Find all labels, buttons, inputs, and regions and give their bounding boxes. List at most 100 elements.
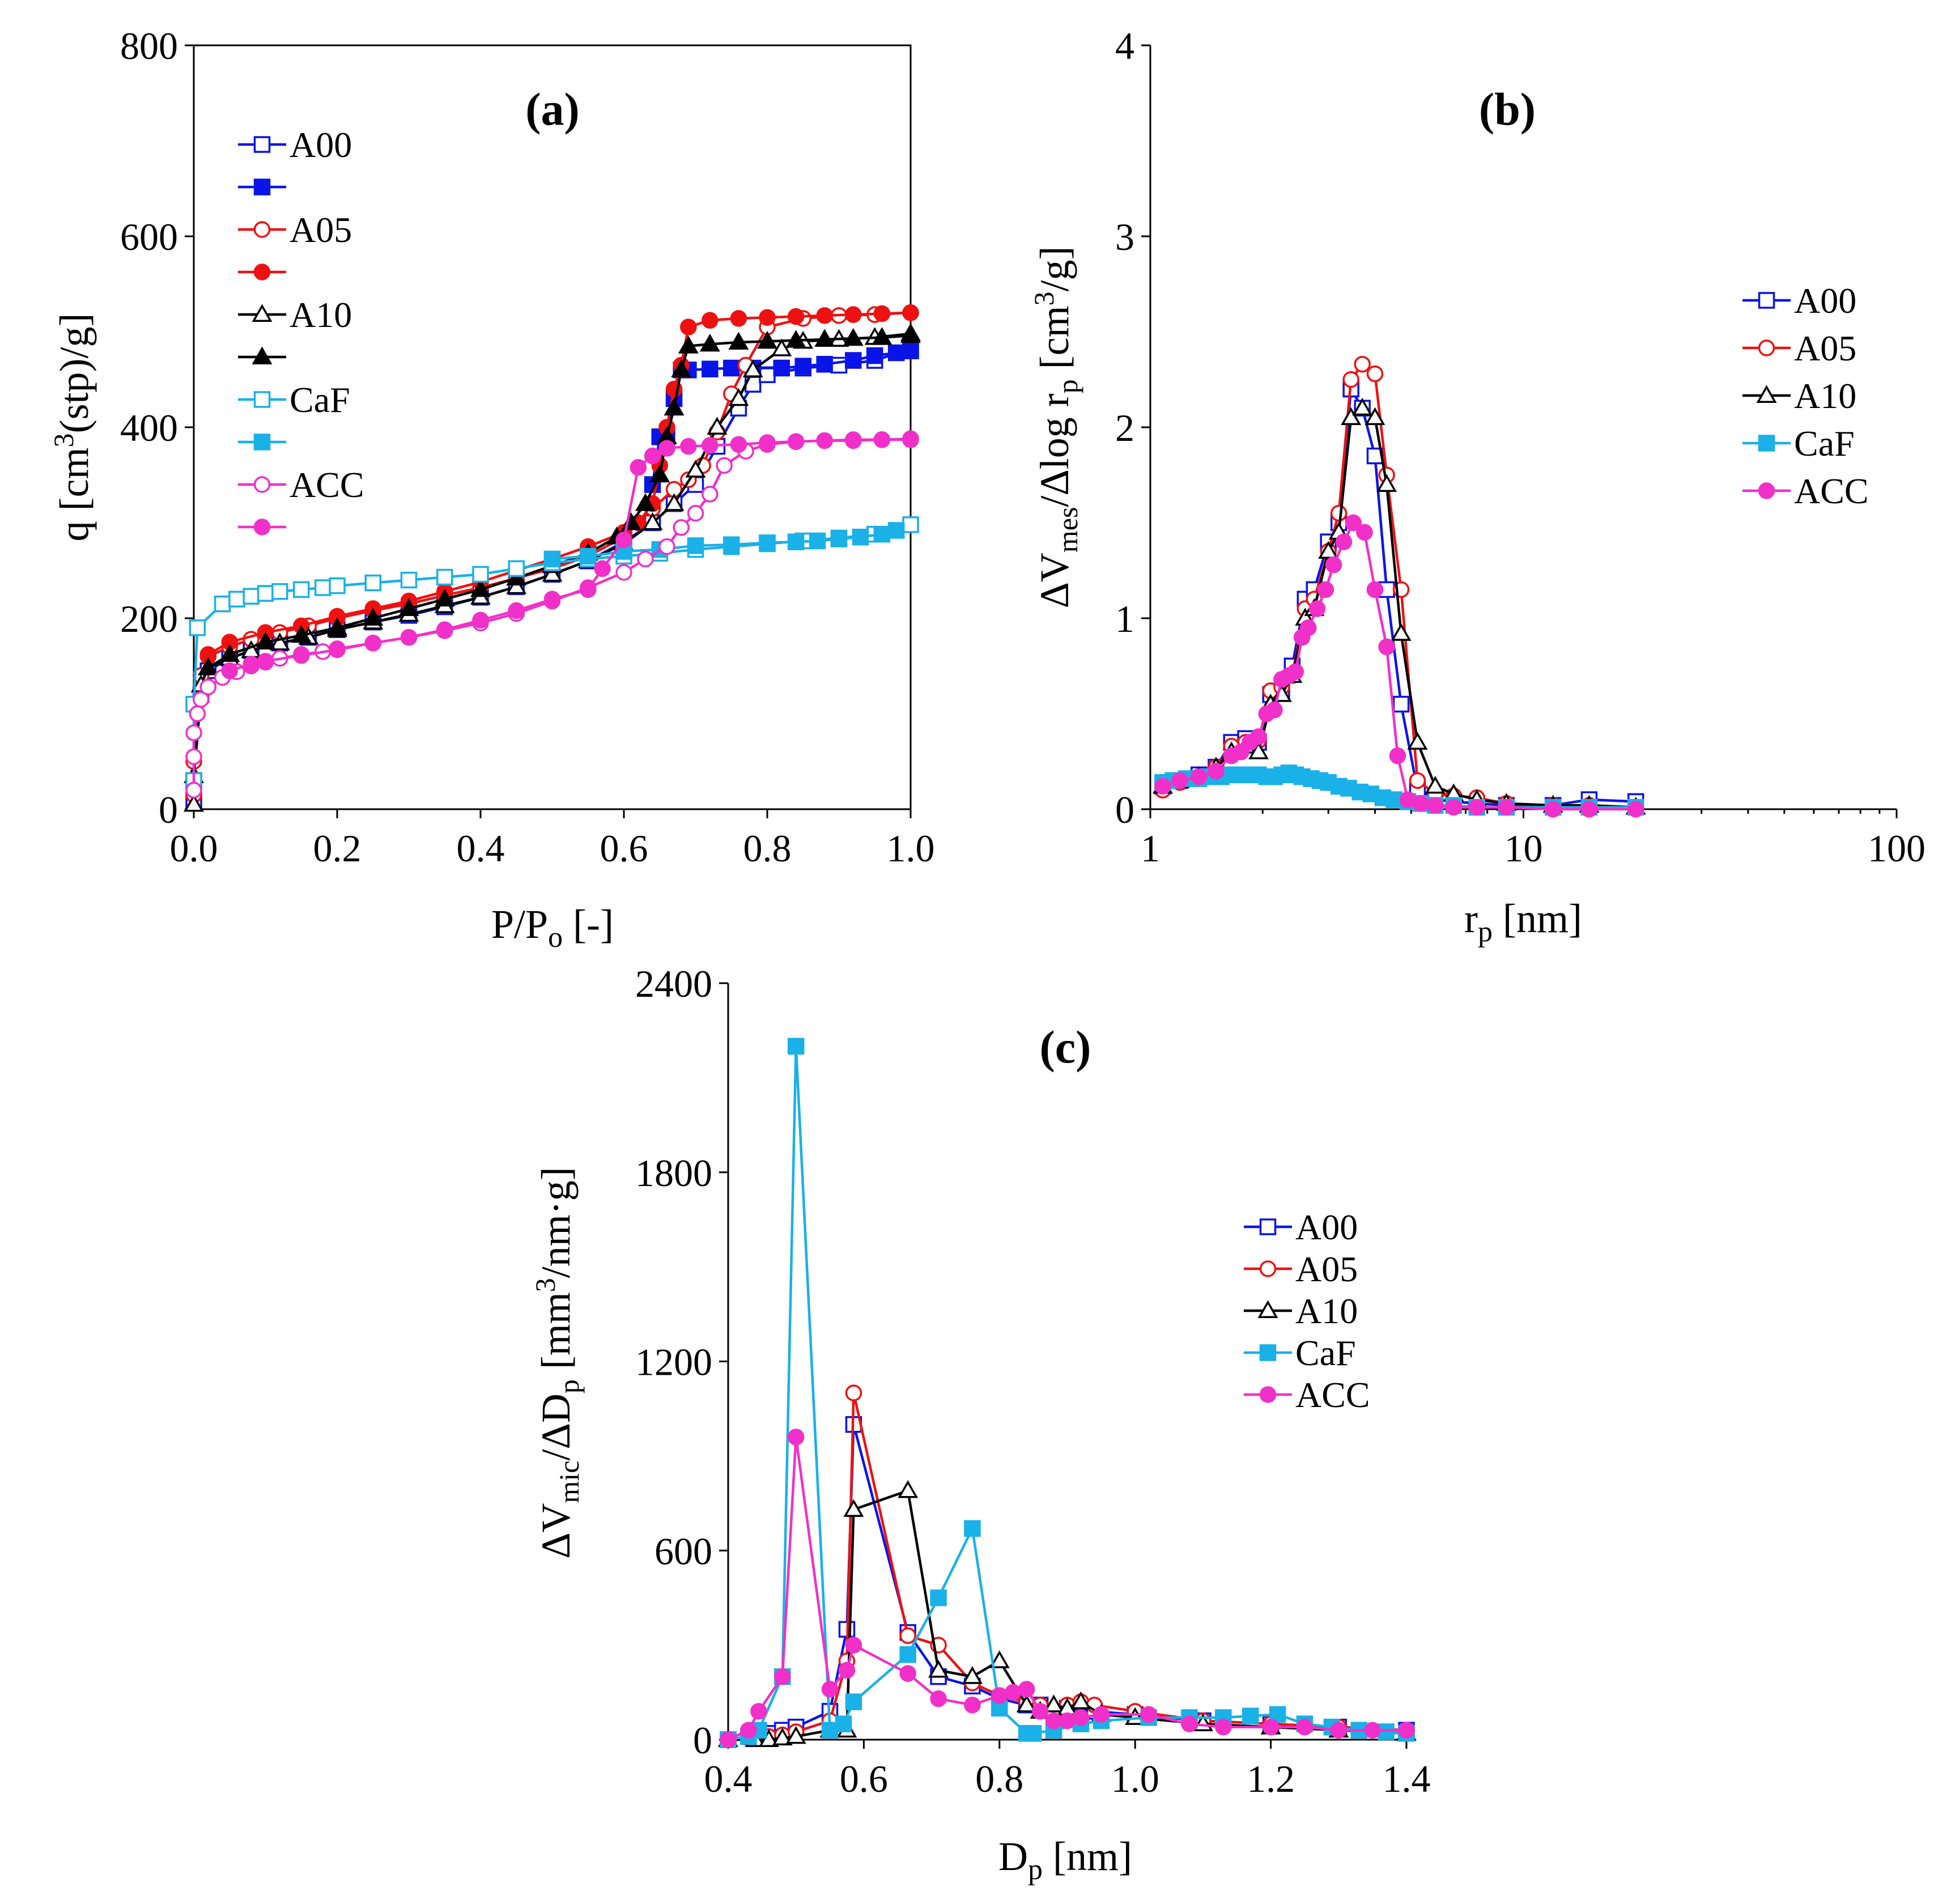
panel-b-ytick-label: 1 [1115,597,1134,640]
panel-a-point-A10 [198,657,219,675]
panel-c-point-CaF [1025,1725,1042,1742]
panel-a-series-ACC-filled [221,431,919,679]
panel-a-point-A00 [887,344,905,362]
panel-a-point-ACC [673,519,690,536]
panel-b-legend-marker-CaF [1758,435,1775,452]
panel-a-ytick-label: 800 [120,24,178,67]
panel-a-xtick-label: 1.0 [887,827,935,870]
panel-c-point-CaF [964,1520,981,1537]
panel-a-point-A10 [269,632,290,651]
panel-a-point-A10 [685,460,706,478]
panel-c-point-ACC [1140,1706,1157,1723]
panel-a-point-A10 [363,607,384,626]
panel-c-axes: 0 600 1200 1800 2400 0.4 0.6 0.8 1.0 1.2 1.4 [635,962,1431,1800]
panel-a-series-CaF-filled [543,522,905,568]
panel-b-point-ACC [1191,768,1208,785]
panel-a-xtick-label: 0.2 [313,827,362,870]
panel-c-point-A10 [772,1727,793,1746]
panel-a-point-CaF [243,588,260,605]
panel-a-point-ACC [436,621,453,638]
panel-a-point-ACC [644,447,661,465]
panel-a-point-A05 [787,308,805,325]
panel-a-legend-marker-A05 [253,221,271,238]
panel-a-point-CaF [787,533,805,550]
panel-a-point-A10 [728,332,749,350]
panel-b-point-A10 [1407,732,1428,750]
panel-a-legend-marker-A05 [253,264,271,280]
panel-a-point-A10 [757,330,777,349]
panel-a-point-CaF [314,579,331,596]
panel-a-point-ACC [185,781,202,799]
panel-a-point-CaF [364,574,381,592]
panel-c-point-A10 [928,1660,949,1678]
panel-a-point-ACC [257,653,274,670]
panel-a-point-A05 [873,305,891,322]
panel-a-point-A10 [664,397,685,416]
panel-c-point-ACC [1181,1715,1198,1732]
panel-a-point-ACC [221,662,238,679]
panel-c-point-ACC [845,1637,862,1654]
panel-c-point-ACC [774,1668,791,1685]
panel-b-point-ACC [1627,801,1644,818]
panel-a-point-CaF [257,585,274,602]
panel-b-point-A10 [1318,541,1339,559]
panel-a-point-ACC [185,748,202,766]
panel-b-legend: A00 A05 A10 CaF ACC [1742,280,1869,511]
panel-b-point-ACC [1317,581,1334,598]
panel-b-legend-label-A05: A05 [1794,328,1856,368]
panel-c-legend-label-A05: A05 [1295,1249,1358,1289]
panel-a-point-A10 [649,464,670,483]
panel-b-point-ACC [1389,747,1406,764]
panel-a-point-ACC [658,440,675,457]
panel-a-plot-frame [193,44,912,810]
panel-a-point-CaF [271,583,288,600]
panel-a-point-A10 [219,644,240,662]
panel-a-point-A10 [664,493,685,511]
panel-a-point-ACC [759,434,776,451]
panel-a-point-ACC [364,635,381,652]
panel-a-ytick-label: 600 [120,215,178,258]
panel-a-title: (a) [525,83,580,135]
panel-a-point-CaF [228,590,245,608]
panel-a-point-ACC [189,705,206,722]
panel-a-ylabel: q [cm3(stp)/g] [48,313,97,542]
panel-a-legend-label-CaF: CaF [290,380,350,420]
panel-a-line-A05 [207,311,911,656]
panel-a-point-A10 [542,564,563,582]
panel-a-point-A00 [702,360,719,377]
panel-c-series [718,1038,1417,1748]
panel-a-point-CaF [723,536,740,554]
panel-a-point-ACC [400,628,418,646]
panel-a-point-CaF [830,530,848,547]
panel-c-legend-marker-A00 [1259,1218,1277,1235]
panel-b-point-A10 [1391,623,1412,641]
panel-a-legend-label-A10: A10 [290,295,352,335]
panel-a-point-CaF [759,534,776,551]
panel-b-point-A05 [1366,365,1384,382]
panel-a-legend-label-ACC: ACC [290,465,364,505]
panel-b-point-ACC [1308,600,1326,617]
panel-a-point-CaF [436,568,453,586]
panel-b-point-A10 [1341,407,1362,426]
panel-c-xtick-label: 1.2 [1247,1757,1295,1800]
panel-b-ytick-label: 4 [1115,24,1134,67]
panel-b-point-A10 [1425,776,1446,794]
panel-a-xtick-label: 0.4 [457,827,505,870]
panel-c-point-CaF [845,1693,862,1710]
panel-b-series [1153,356,1646,818]
panel-c-point-ACC [1072,1709,1090,1726]
panel-a-point-CaF [873,525,891,543]
panel-c-point-CaF [1242,1707,1259,1725]
panel-c-point-ACC [1018,1681,1035,1698]
panel-a-point-CaF [902,516,919,533]
panel-a-point-ACC [192,691,210,708]
panel-a-point-A10 [506,576,527,594]
panel-a-point-A00 [794,358,811,375]
panel-c-point-CaF [821,1722,839,1739]
panel-a-point-A00 [902,342,919,359]
panel-b-point-ACC [1445,798,1463,816]
panel-c-point-ACC [1093,1706,1110,1723]
panel-b-xtick-label: 100 [1868,827,1926,870]
panel-b-ytick-label: 2 [1115,406,1134,449]
